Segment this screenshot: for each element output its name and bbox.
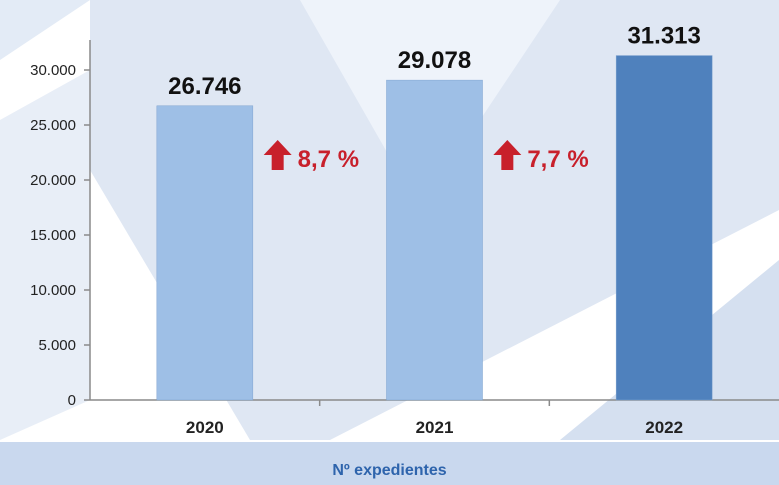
y-tick-label: 10.000: [30, 282, 76, 299]
up-arrow-icon: [263, 140, 292, 170]
data-label-2021: 29.078: [398, 47, 471, 74]
growth-indicator: 7,7 %: [493, 140, 589, 173]
bar-2020: [156, 105, 254, 401]
category-label-2020: 2020: [186, 418, 224, 437]
y-tick-label: 25.000: [30, 117, 76, 134]
growth-indicator: 8,7 %: [263, 140, 359, 173]
y-tick-label: 0: [68, 392, 76, 409]
y-tick-label: 5.000: [38, 337, 76, 354]
data-label-2022: 31.313: [627, 23, 700, 50]
bar-2021: [386, 79, 483, 401]
category-label-2021: 2021: [416, 418, 454, 437]
bar-chart: 0 5.000 10.000 15.000 20.000 25.000 30.000 26.…: [30, 23, 779, 437]
legend-label: Nº expedientes: [332, 462, 447, 479]
bar-2022: [615, 55, 713, 401]
category-label-2022: 2022: [645, 418, 683, 437]
growth-percent-label: 7,7 %: [527, 146, 588, 173]
up-arrow-icon: [493, 140, 522, 170]
y-tick-label: 20.000: [30, 172, 76, 189]
growth-percent-label: 8,7 %: [298, 146, 359, 173]
y-tick-label: 15.000: [30, 227, 76, 244]
data-label-2020: 26.746: [168, 73, 241, 100]
legend-band: Nº expedientes: [0, 440, 779, 485]
y-tick-label: 30.000: [30, 62, 76, 79]
